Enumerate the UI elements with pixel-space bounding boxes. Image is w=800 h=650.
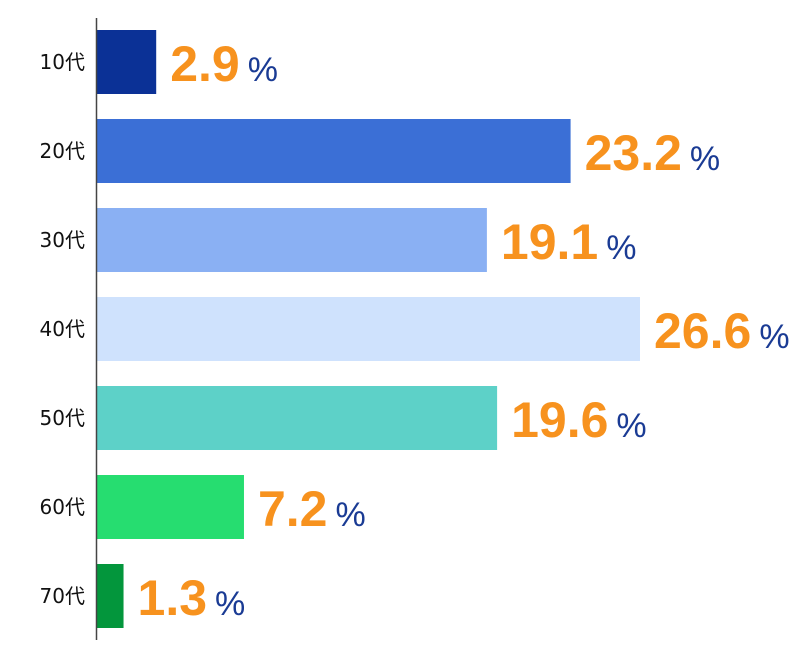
category-label: 10代	[40, 50, 85, 74]
value-number: 26.6	[654, 303, 751, 359]
value-unit: %	[759, 318, 789, 356]
value-number: 19.6	[511, 392, 608, 448]
value-unit: %	[616, 407, 646, 445]
value-unit: %	[248, 51, 278, 89]
bar-10代	[97, 30, 157, 94]
value-label: 1.3%	[138, 570, 246, 626]
bar-20代	[97, 119, 571, 183]
bar-70代	[97, 564, 124, 628]
value-number: 2.9	[170, 36, 240, 92]
category-labels: 10代 20代 30代 40代 50代 60代 70代	[40, 50, 85, 608]
bar-30代	[97, 208, 487, 272]
value-unit: %	[335, 496, 365, 534]
bars-layer	[97, 30, 640, 628]
category-label: 70代	[40, 584, 85, 608]
bar-40代	[97, 297, 640, 361]
category-label: 20代	[40, 139, 85, 163]
value-number: 19.1	[501, 214, 598, 270]
value-number: 7.2	[258, 481, 328, 537]
category-label: 50代	[40, 406, 85, 430]
bar-50代	[97, 386, 498, 450]
value-unit: %	[606, 229, 636, 267]
value-label: 2.9%	[170, 36, 278, 92]
category-label: 40代	[40, 317, 85, 341]
value-number: 1.3	[138, 570, 208, 626]
value-label: 26.6%	[654, 303, 790, 359]
value-number: 23.2	[585, 125, 682, 181]
value-label: 19.6%	[511, 392, 647, 448]
value-unit: %	[690, 140, 720, 178]
category-label: 30代	[40, 228, 85, 252]
bar-60代	[97, 475, 244, 539]
value-label: 7.2%	[258, 481, 366, 537]
value-unit: %	[215, 585, 245, 623]
value-label: 19.1%	[501, 214, 637, 270]
value-labels: 2.9 %23.2 %19.1 %26.6 %19.6 %7.2 %1.3%	[138, 36, 790, 626]
category-label: 60代	[40, 495, 85, 519]
value-label: 23.2%	[585, 125, 721, 181]
